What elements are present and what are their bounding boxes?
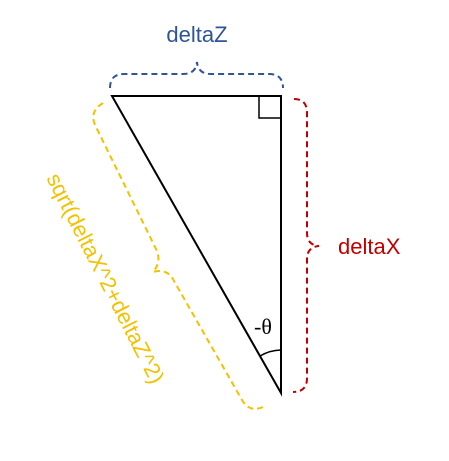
top-brace [109, 61, 284, 89]
delta-z-label: deltaZ [166, 22, 227, 47]
hypotenuse-brace [92, 102, 266, 410]
hypotenuse-label: sqrt(deltaX^2+deltaZ^2) [42, 169, 170, 388]
delta-x-label: deltaX [338, 234, 401, 259]
right-brace [292, 98, 320, 393]
right-angle-marker [258, 96, 281, 119]
right-triangle [110, 95, 282, 397]
angle-label: -θ [254, 314, 272, 339]
angle-arc [259, 349, 282, 357]
